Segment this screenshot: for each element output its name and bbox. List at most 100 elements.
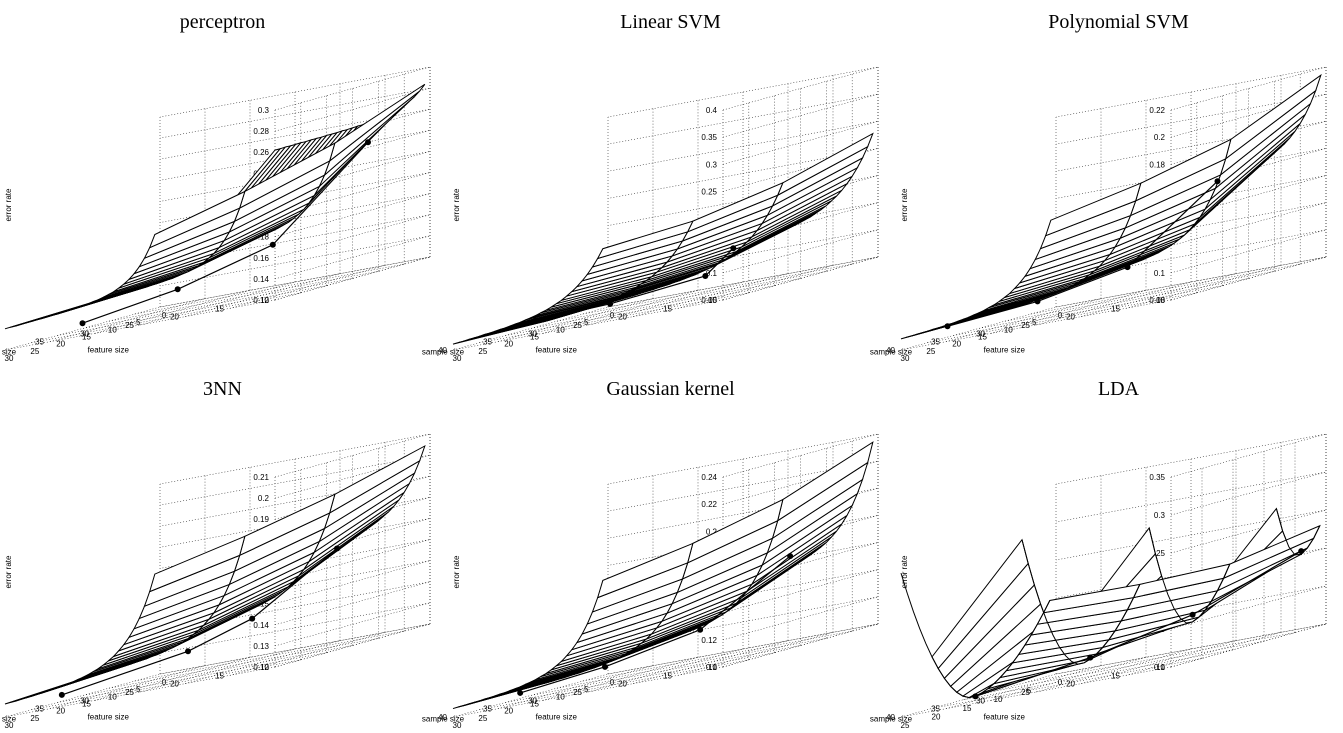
- x-tick-label: 20: [56, 707, 65, 716]
- y-tick-label: 10: [260, 296, 269, 305]
- y-tick-label: 25: [1021, 321, 1030, 330]
- optimal-point: [972, 693, 979, 700]
- grid: [900, 66, 1327, 351]
- y-tick-label: 35: [483, 705, 492, 714]
- z-tick-label: 0.2: [258, 494, 270, 503]
- x-tick-label: 5: [584, 685, 589, 694]
- z-tick-label: 0.21: [253, 473, 269, 482]
- optimal-line: [61, 548, 338, 696]
- surface-mesh: [900, 507, 1321, 699]
- x-tick-label: 30: [5, 721, 14, 730]
- y-tick-label: 10: [708, 296, 717, 305]
- optimal-point: [602, 663, 608, 670]
- y-tick-label: 40: [886, 346, 895, 355]
- gridline-z-4: [1055, 471, 1327, 523]
- optimal-point: [944, 323, 951, 330]
- floor-gridline-x-3: [530, 278, 801, 329]
- optimal-path: [58, 545, 340, 698]
- optimal-path: [79, 139, 371, 327]
- floor-gridline-x-4: [1004, 271, 1275, 322]
- x-axis-label: feature size: [536, 712, 578, 721]
- x-tick-label: 25: [30, 714, 39, 723]
- x-tick-label: 15: [963, 704, 972, 713]
- surface-quad: [148, 535, 246, 593]
- floor-gridline-x-1: [931, 658, 1203, 709]
- floor-gridline-x-6: [159, 256, 431, 308]
- z-tick-label: 0.19: [253, 515, 269, 524]
- optimal-point: [1124, 264, 1131, 271]
- x-tick-label: 20: [932, 712, 941, 721]
- surface-chart-5: LDA0.10.150.20.250.30.351015202530354025…: [870, 378, 1327, 730]
- x-tick-label: 20: [504, 707, 513, 716]
- optimal-point: [787, 553, 794, 560]
- x-tick-label: 10: [108, 692, 117, 701]
- x-tick-label: 15: [978, 333, 987, 342]
- chart-title: Polynomial SVM: [1048, 11, 1189, 33]
- y-tick-label: 25: [1021, 688, 1030, 697]
- y-tick-label: 40: [438, 713, 447, 722]
- y-tick-label: 30: [80, 329, 89, 338]
- x-tick-label: 5: [136, 685, 141, 694]
- z-tick-label: 0.2: [1154, 133, 1166, 142]
- z-tick-label: 0.28: [253, 127, 269, 136]
- z-tick-label: 0.13: [253, 642, 269, 651]
- y-tick-label: 25: [125, 688, 134, 697]
- floor-gridline-x-4: [108, 271, 379, 322]
- optimal-point: [269, 241, 276, 248]
- surface-curve: [1148, 527, 1231, 624]
- z-tick-label: 0.3: [1154, 511, 1166, 520]
- z-tick-label: 0.22: [701, 500, 717, 509]
- optimal-point: [702, 272, 709, 279]
- z-tick-label: 0.05: [701, 296, 717, 305]
- floor-gridline-x-3: [530, 645, 801, 696]
- x-axis-label: feature size: [536, 345, 578, 354]
- z-tick-label: 0.35: [701, 133, 717, 142]
- floor-gridline-x-3: [82, 645, 353, 696]
- z-axis-label: error rate: [452, 188, 461, 221]
- optimal-line: [519, 555, 791, 694]
- x-tick-label: 25: [926, 347, 935, 356]
- x-tick-label: 10: [108, 325, 117, 334]
- optimal-point: [730, 245, 737, 252]
- y-tick-label: 20: [1066, 680, 1075, 689]
- floor-gridline-x-4: [556, 638, 827, 689]
- floor-gridline-x-6: [1055, 256, 1327, 308]
- optimal-line: [947, 180, 1218, 327]
- y-tick-label: 10: [708, 663, 717, 672]
- y-tick-label: 25: [573, 321, 582, 330]
- y-axis-label: sample size: [870, 348, 913, 357]
- z-tick-label: 0.26: [253, 148, 269, 157]
- y-tick-label: 10: [1156, 296, 1165, 305]
- floor-gridline-x-2: [56, 285, 327, 336]
- y-tick-label: 20: [170, 313, 179, 322]
- y-tick-label: 20: [618, 680, 627, 689]
- floor-gridline-x-2: [952, 285, 1223, 336]
- y-tick-label: 30: [528, 329, 537, 338]
- floor-gridline-x-6: [607, 623, 879, 675]
- floor-gridline-x-5: [134, 630, 405, 682]
- x-tick-label: 10: [556, 325, 565, 334]
- grid: [4, 433, 431, 718]
- y-tick-label: 15: [1111, 304, 1120, 313]
- y-tick-label: 35: [35, 338, 44, 347]
- z-tick-label: 0.14: [253, 621, 269, 630]
- x-axis-label: feature size: [984, 345, 1026, 354]
- y-tick-label: 30: [976, 329, 985, 338]
- y-tick-label: 15: [1111, 671, 1120, 680]
- x-tick-label: 15: [82, 700, 91, 709]
- x-tick-label: 15: [530, 700, 539, 709]
- y-axis-label: sample size: [0, 348, 17, 357]
- optimal-point: [532, 317, 539, 324]
- floor-gridline-x-2: [962, 649, 1234, 701]
- surface-mesh: [452, 441, 874, 710]
- y-tick-label: 25: [573, 688, 582, 697]
- floor-gridline-x-1: [478, 659, 749, 711]
- y-tick-label: 30: [976, 696, 985, 705]
- z-tick-label: 0.1: [706, 663, 718, 672]
- x-tick-label: 10: [556, 692, 565, 701]
- z-axis-label: error rate: [4, 555, 13, 588]
- floor-gridline-x-5: [1030, 263, 1301, 315]
- z-axis-label: error rate: [900, 555, 909, 588]
- z-tick-label: 0.22: [1149, 106, 1165, 115]
- optimal-path: [944, 178, 1221, 330]
